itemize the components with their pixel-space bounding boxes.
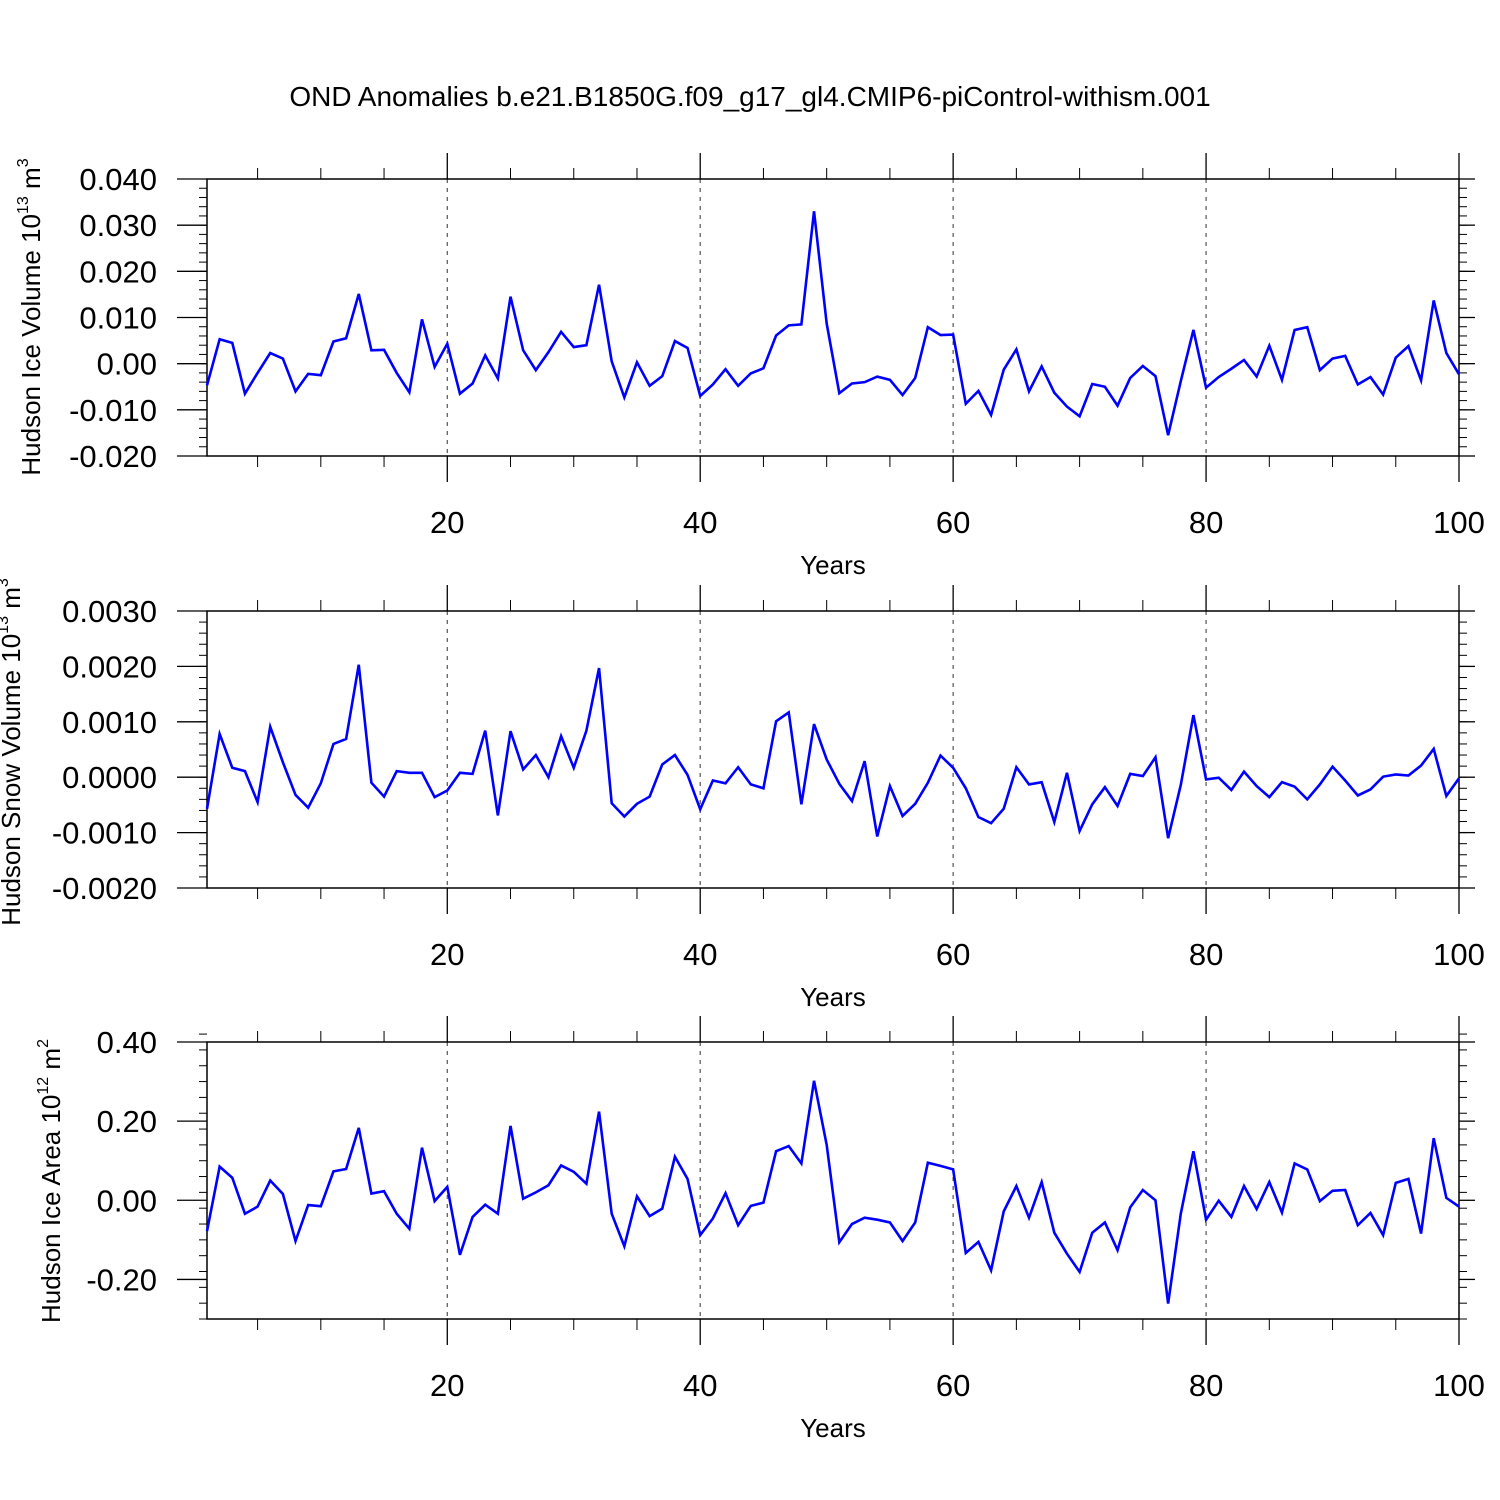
y-tick-label: -0.0010 [52,816,157,851]
chart-title: OND Anomalies b.e21.B1850G.f09_g17_gl4.C… [289,81,1210,112]
chart-panel-3: 0.40 0.20 0.00 -0.20 20 40 60 80 100 Years Hudson … [35,1016,1485,1443]
y-tick-label: 0.020 [79,254,157,289]
y-tick-label: -0.0020 [52,871,157,906]
chart-panels: 0.040 0.030 0.020 0.010 0.00 -0.010 -0.020 20 40… [0,153,1485,1443]
x-tick-label: 80 [1189,505,1223,540]
y-tick-label: 0.040 [79,162,157,197]
x-axis-label: Years [800,550,866,580]
y-tick-label: 0.40 [97,1025,157,1060]
x-tick-label: 20 [430,1368,464,1403]
x-axis-label: Years [800,982,866,1012]
y-tick-label: 0.0030 [62,594,157,629]
x-tick-label: 40 [683,1368,717,1403]
y-tick-label: 0.0010 [62,705,157,740]
series-line [205,211,1461,436]
y-tick-label: -0.020 [69,439,157,474]
x-tick-label: 60 [936,1368,970,1403]
y-axis-label: Hudson Ice Volume 1013 m3 [15,158,46,475]
x-tick-label: 40 [683,505,717,540]
plot-frame [206,178,1460,457]
x-tick-label: 60 [936,937,970,972]
y-axis-label: Hudson Snow Volume 1013 m3 [0,578,26,926]
x-tick-label: 100 [1433,937,1485,972]
y-tick-label: -0.010 [69,393,157,428]
y-tick-label: 0.00 [97,347,157,382]
x-tick-label: 20 [430,937,464,972]
series-line [205,1080,1460,1304]
series-line [205,664,1461,839]
y-tick-label: 0.0020 [62,649,157,684]
x-tick-label: 40 [683,937,717,972]
plot-frame [206,610,1460,889]
plot-frame [206,1041,1460,1320]
y-tick-label: 0.20 [97,1104,157,1139]
x-tick-label: 60 [936,505,970,540]
y-tick-label: -0.20 [86,1262,157,1297]
x-tick-label: 20 [430,505,464,540]
x-tick-label: 80 [1189,1368,1223,1403]
y-tick-label: 0.0000 [62,760,157,795]
y-tick-label: 0.010 [79,301,157,336]
x-tick-label: 80 [1189,937,1223,972]
x-axis-label: Years [800,1413,866,1443]
chart-panel-1: 0.040 0.030 0.020 0.010 0.00 -0.010 -0.020 20 40… [15,153,1485,580]
y-axis-label: Hudson Ice Area 1012 m2 [35,1039,66,1323]
chart-panel-2: 0.0030 0.0020 0.0010 0.0000 -0.0010 -0.0020 20… [0,578,1485,1012]
y-tick-label: 0.00 [97,1183,157,1218]
y-tick-label: 0.030 [79,208,157,243]
x-tick-label: 100 [1433,1368,1485,1403]
x-tick-label: 100 [1433,505,1485,540]
